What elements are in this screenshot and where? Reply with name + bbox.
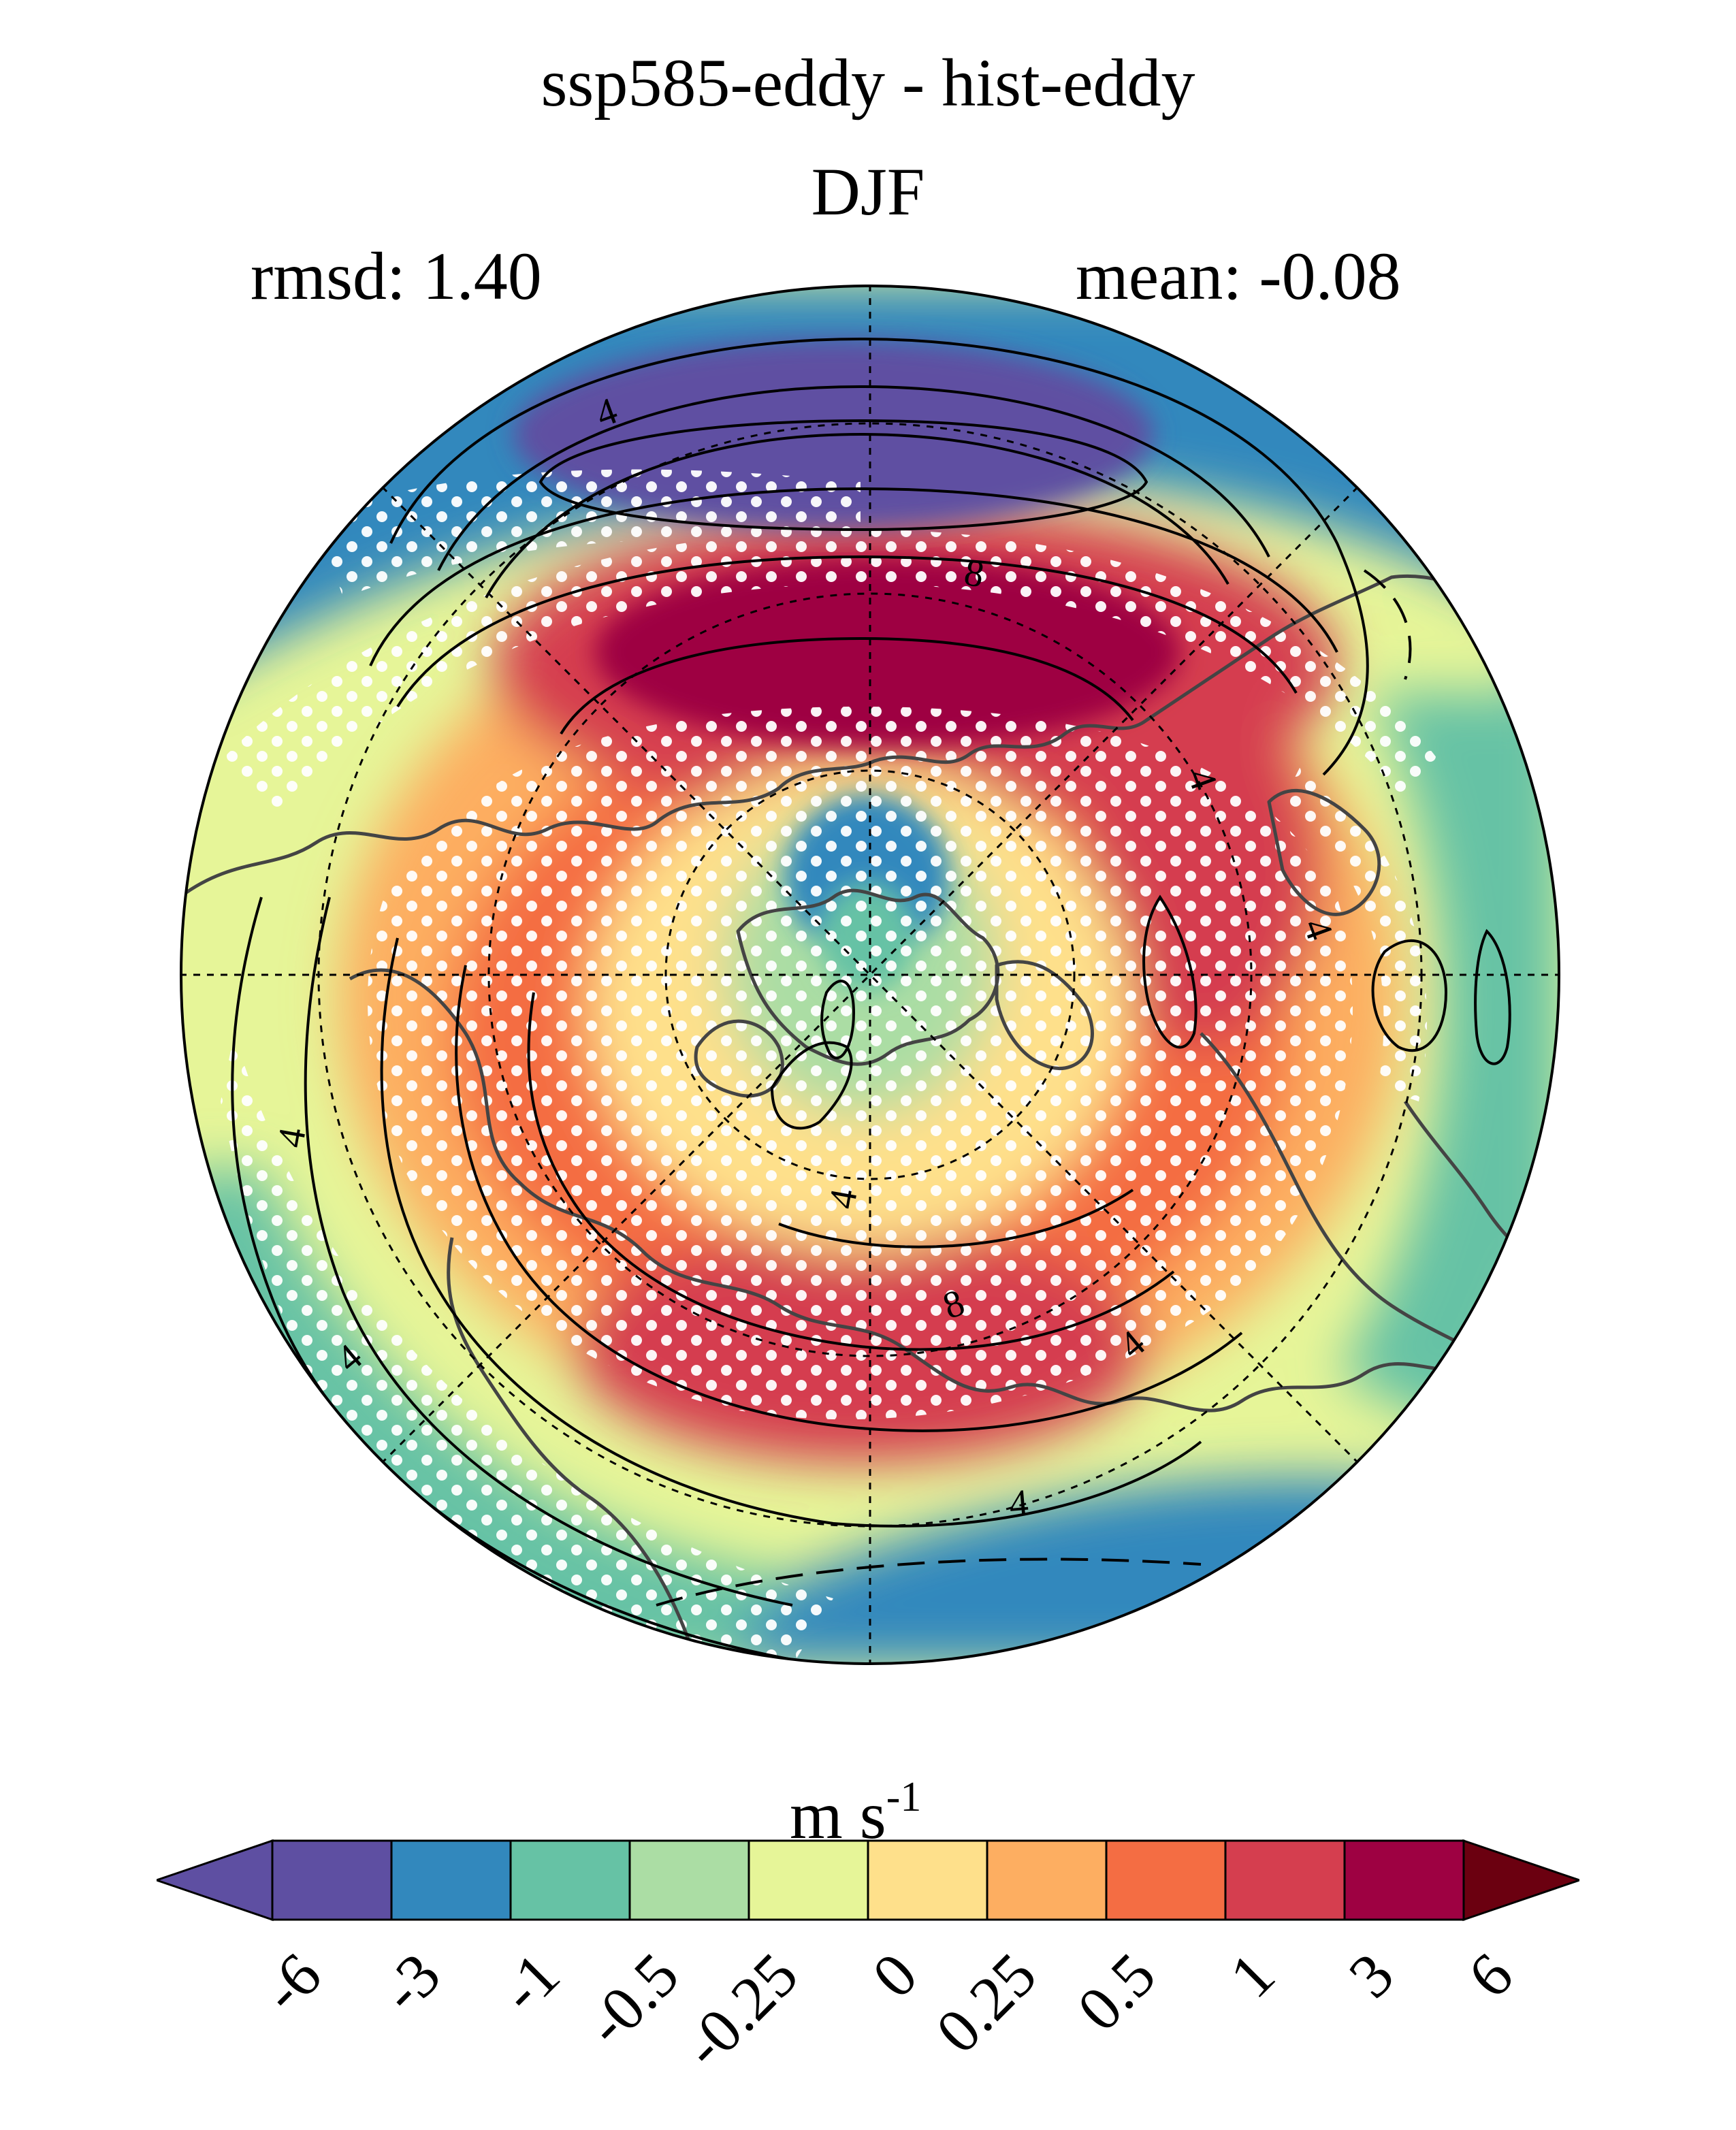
units-exponent: -1: [886, 1774, 922, 1820]
graticule: [181, 286, 1559, 1664]
colorbar-tick-text: -3: [368, 1939, 454, 2026]
colorbar-tick-text: 0.5: [1063, 1939, 1169, 2044]
colorbar-tick-text: 1: [1216, 1939, 1288, 2011]
colorbar-over-triangle: [1462, 1839, 1579, 1922]
polar-map: 4 8 4 4 4 4 8 4 4 4: [180, 285, 1560, 1665]
rmsd-label: rmsd: 1.40: [251, 238, 542, 314]
colorbar-tick-text: -1: [487, 1939, 573, 2026]
figure-title: ssp585-eddy - hist-eddy: [541, 45, 1195, 120]
blue-region-top: [181, 286, 1559, 693]
colorbar-box: [271, 1839, 393, 1921]
colorbar-box: [748, 1839, 869, 1921]
colorbar-tick-text: -0.25: [669, 1939, 811, 2081]
colorbar-tick-text: 6: [1454, 1939, 1526, 2011]
colorbar-tick-text: 0.25: [922, 1939, 1050, 2067]
colorbar: [157, 1839, 1579, 1922]
contours: [231, 337, 1511, 1661]
dark-red-core: [595, 557, 1180, 747]
colorbar-tick-text: -6: [248, 1939, 335, 2026]
colorbar-tick-text: -0.5: [573, 1939, 692, 2059]
colorbar-box: [1224, 1839, 1346, 1921]
colorbar-under-triangle: [157, 1839, 274, 1922]
colorbar-box: [509, 1839, 631, 1921]
colorbar-tick-text: 0: [858, 1939, 931, 2011]
season-label: DJF: [811, 154, 925, 229]
mean-label: mean: -0.08: [1076, 238, 1401, 314]
colorbar-tick-text: 3: [1335, 1939, 1407, 2011]
contour-label: 4: [1008, 1482, 1030, 1526]
colorbar-box: [1343, 1839, 1465, 1921]
colorbar-box: [867, 1839, 988, 1921]
colorbar-box: [986, 1839, 1108, 1921]
colorbar-box: [390, 1839, 512, 1921]
colorbar-box: [628, 1839, 750, 1921]
map-border: [180, 285, 1560, 1665]
colorbar-box: [1105, 1839, 1227, 1921]
